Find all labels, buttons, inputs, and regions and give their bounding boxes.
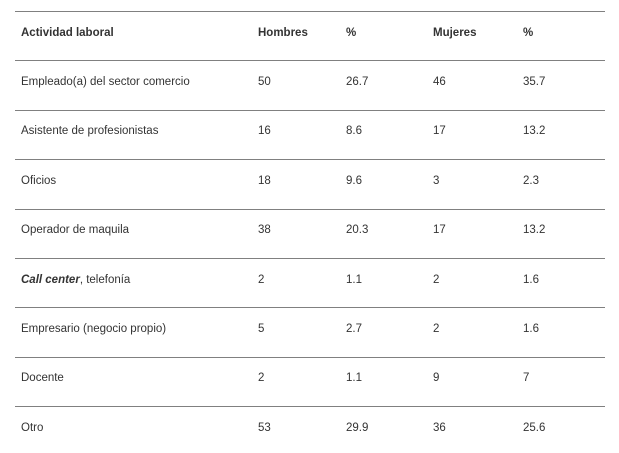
value-cell: 36 (433, 406, 523, 453)
value-cell: 17 (433, 109, 523, 160)
activity-cell: Otro (15, 406, 258, 453)
value-cell: 25.6 (523, 406, 605, 453)
value-cell: 35.7 (523, 60, 605, 111)
table-row: Asistente de profesionistas 16 8.6 17 13.2 (15, 109, 605, 160)
table-row: Call center, telefonía 2 1.1 2 1.6 (15, 257, 605, 308)
value-cell: 9 (433, 356, 523, 407)
activity-label: Oficios (21, 174, 57, 187)
value-cell: 1.1 (346, 257, 433, 308)
value-cell: 3 (433, 159, 523, 210)
activity-label: Operador de maquila (21, 224, 130, 237)
column-header-actividad-laboral: Actividad laboral (15, 10, 258, 61)
activity-label: , telefonía (79, 273, 131, 286)
value-cell: 50 (258, 60, 346, 111)
activity-cell: Oficios (15, 159, 258, 210)
table-body: Empleado(a) del sector comercio 50 26.7 46 3… (15, 60, 605, 453)
column-header-hombres: Hombres (258, 10, 346, 61)
value-cell: 13.2 (523, 208, 605, 259)
value-cell: 13.2 (523, 109, 605, 160)
activity-cell: Call center, telefonía (15, 257, 258, 308)
table-row: Empresario (negocio propio) 5 2.7 2 1.6 (15, 307, 605, 358)
activity-label: Empresario (negocio propio) (21, 323, 167, 336)
table-row: Otro 53 29.9 36 25.6 (15, 406, 605, 453)
activity-cell: Operador de maquila (15, 208, 258, 259)
value-cell: 53 (258, 406, 346, 453)
value-cell: 2 (433, 257, 523, 308)
value-cell: 1.6 (523, 307, 605, 358)
value-cell: 18 (258, 159, 346, 210)
value-cell: 16 (258, 109, 346, 160)
value-cell: 1.1 (346, 356, 433, 407)
activity-cell: Empresario (negocio propio) (15, 307, 258, 358)
activity-cell: Docente (15, 356, 258, 407)
table-row: Docente 2 1.1 9 7 (15, 356, 605, 407)
value-cell: 7 (523, 356, 605, 407)
activity-cell: Asistente de profesionistas (15, 109, 258, 160)
value-cell: 2 (258, 356, 346, 407)
table-row: Oficios 18 9.6 3 2.3 (15, 159, 605, 210)
column-header-hombres-percent: % (346, 10, 433, 61)
value-cell: 2 (258, 257, 346, 308)
value-cell: 20.3 (346, 208, 433, 259)
value-cell: 2 (433, 307, 523, 358)
value-cell: 2.7 (346, 307, 433, 358)
activity-label: Otro (21, 421, 44, 434)
column-header-mujeres: Mujeres (433, 10, 523, 61)
table-row: Operador de maquila 38 20.3 17 13.2 (15, 208, 605, 259)
activity-label: Docente (21, 372, 64, 385)
activity-label-emphasis: Call center (21, 273, 80, 286)
value-cell: 2.3 (523, 159, 605, 210)
header-row: Actividad laboral Hombres % Mujeres % (15, 10, 605, 61)
column-header-mujeres-percent: % (523, 10, 605, 61)
value-cell: 17 (433, 208, 523, 259)
value-cell: 26.7 (346, 60, 433, 111)
activity-cell: Empleado(a) del sector comercio (15, 60, 258, 111)
value-cell: 9.6 (346, 159, 433, 210)
value-cell: 29.9 (346, 406, 433, 453)
activity-label: Empleado(a) del sector comercio (21, 76, 190, 89)
value-cell: 1.6 (523, 257, 605, 308)
activity-label: Asistente de profesionistas (21, 125, 159, 138)
value-cell: 38 (258, 208, 346, 259)
value-cell: 46 (433, 60, 523, 111)
value-cell: 8.6 (346, 109, 433, 160)
table-row: Empleado(a) del sector comercio 50 26.7 46 3… (15, 60, 605, 111)
actividad-laboral-table: Actividad laboral Hombres % Mujeres % Em… (15, 10, 605, 453)
value-cell: 5 (258, 307, 346, 358)
